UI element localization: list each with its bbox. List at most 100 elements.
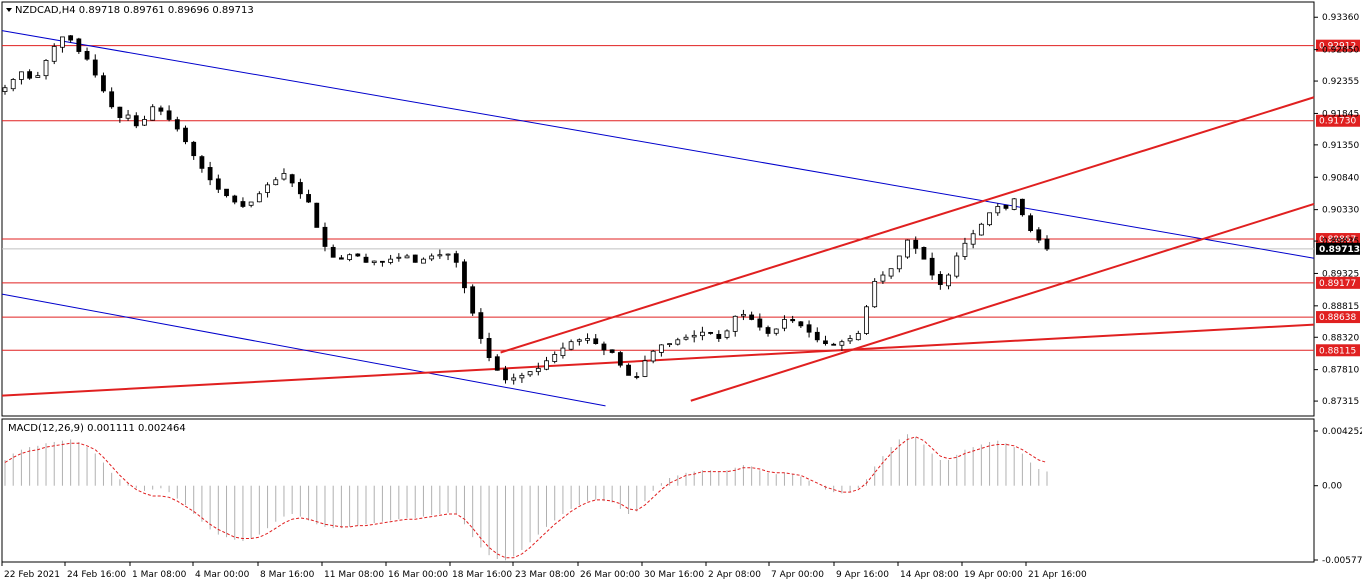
level-price-label: 0.89177	[1319, 279, 1356, 289]
candle-body	[396, 256, 402, 259]
y-tick-label: 0.91350	[1322, 141, 1359, 151]
candle-body	[60, 36, 65, 48]
candle-body	[265, 184, 270, 193]
x-tick-label: 19 Apr 00:00	[964, 570, 1023, 580]
candle-body	[954, 255, 960, 277]
candle-body	[978, 223, 984, 236]
candle-body	[273, 179, 279, 186]
candle-body	[552, 354, 558, 362]
candle-body	[306, 194, 311, 203]
level-price-tag	[1316, 311, 1360, 324]
x-tick-label: 7 Apr 00:00	[771, 570, 824, 580]
candle-body	[133, 115, 139, 127]
collapse-arrow-icon[interactable]	[6, 8, 12, 12]
candle-body	[412, 254, 418, 263]
candle-body	[92, 59, 98, 76]
candle-body	[224, 188, 229, 197]
x-tick-label: 26 Mar 00:00	[580, 570, 640, 580]
candle-body	[158, 107, 164, 112]
candle-body	[855, 333, 861, 341]
macd-panel	[1, 418, 1315, 563]
candle-body	[872, 280, 878, 308]
y-tick-label: 0.89835	[1322, 237, 1359, 247]
candle-body	[314, 202, 320, 228]
candle-body	[183, 127, 188, 143]
x-tick-label: 8 Mar 16:00	[260, 570, 315, 580]
candle-body	[511, 377, 517, 381]
candle-body	[880, 274, 886, 282]
x-tick-label: 18 Mar 16:00	[452, 570, 512, 580]
candle-body	[683, 336, 689, 340]
candle-body	[913, 239, 919, 249]
macd-y-tick-label: -0.005774	[1322, 556, 1362, 566]
level-price-label: 0.89867	[1319, 235, 1356, 245]
level-price-label: 0.88115	[1319, 346, 1356, 356]
candle-body	[1036, 229, 1042, 241]
x-tick-label: 22 Feb 2021	[4, 570, 60, 580]
candle-body	[445, 253, 451, 256]
candle-body	[363, 256, 369, 263]
x-tick-label: 21 Apr 16:00	[1028, 570, 1087, 580]
y-tick-label: 0.93360	[1322, 13, 1359, 23]
candle-body	[691, 334, 697, 338]
candle-body	[937, 273, 943, 285]
trend-line[interactable]	[1, 30, 1315, 259]
candle-body	[421, 258, 426, 264]
trend-line[interactable]	[1, 293, 606, 407]
trend-line[interactable]	[1, 323, 1315, 397]
candle-body	[823, 340, 828, 345]
candle-body	[831, 343, 837, 346]
x-tick-label: 9 Apr 16:00	[836, 570, 889, 580]
candle-body	[388, 258, 394, 263]
price-panel	[1, 1, 1315, 417]
candle-body	[10, 79, 16, 90]
candle-body	[117, 106, 123, 118]
level-price-label: 0.92912	[1319, 42, 1356, 52]
candle-body	[404, 255, 410, 259]
candle-body	[380, 260, 385, 263]
candle-body	[371, 260, 377, 263]
candle-body	[864, 306, 869, 334]
candle-body	[814, 331, 820, 341]
candle-body	[35, 75, 41, 78]
y-tick-label: 0.90330	[1322, 206, 1359, 216]
level-price-tag	[1316, 39, 1360, 52]
candle-body	[2, 87, 8, 92]
candle-body	[174, 119, 180, 130]
trend-line[interactable]	[690, 202, 1315, 402]
candle-body	[634, 376, 640, 378]
candle-body	[527, 371, 533, 376]
candle-body	[453, 253, 459, 263]
macd-signal-line	[4, 436, 1048, 559]
candle-body	[962, 242, 968, 257]
candle-body	[330, 246, 336, 258]
x-tick-label: 4 Mar 00:00	[195, 570, 250, 580]
candle-body	[232, 195, 238, 203]
candle-body	[27, 71, 33, 79]
x-tick-label: 16 Mar 00:00	[388, 570, 448, 580]
candle-body	[675, 339, 681, 345]
x-tick-label: 30 Mar 16:00	[644, 570, 704, 580]
candle-body	[946, 274, 951, 287]
candle-body	[560, 347, 566, 357]
candle-body	[741, 314, 746, 317]
macd-header: MACD(12,26,9) 0.001111 0.002464	[8, 423, 186, 434]
candle-body	[757, 318, 763, 328]
candle-body	[650, 350, 656, 362]
candle-body	[355, 253, 361, 257]
candle-body	[125, 114, 131, 119]
candle-body	[19, 71, 24, 80]
candle-body	[256, 193, 262, 203]
trend-line[interactable]	[500, 96, 1315, 354]
candle-body	[896, 255, 902, 270]
candle-body	[150, 106, 156, 121]
candle-body	[297, 182, 303, 195]
level-price-tag	[1316, 276, 1360, 289]
level-price-label: 0.91730	[1319, 117, 1356, 127]
candle-body	[658, 344, 664, 353]
candle-body	[1003, 204, 1009, 209]
x-tick-label: 23 Mar 08:00	[515, 570, 575, 580]
symbol-header: NZDCAD,H4 0.89718 0.89761 0.89696 0.8971…	[15, 5, 254, 16]
candle-body	[1011, 198, 1017, 210]
y-tick-label: 0.91845	[1322, 109, 1359, 119]
